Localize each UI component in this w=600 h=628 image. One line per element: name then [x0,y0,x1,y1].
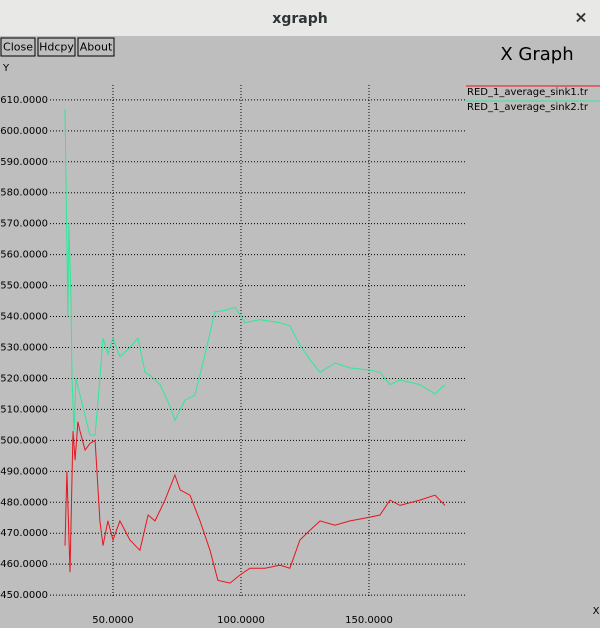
y-tick-label: 490.0000 [0,466,48,477]
legend-label: RED_1_average_sink2.tr [467,102,589,113]
close-icon[interactable]: × [574,8,587,27]
y-tick-label: 530.0000 [0,343,48,354]
legend-label: RED_1_average_sink1.tr [467,87,589,98]
title-bar [0,0,600,36]
y-tick-label: 570.0000 [0,219,48,230]
chart-title: X Graph [500,44,573,65]
y-tick-label: 470.0000 [0,528,48,539]
y-tick-label: 590.0000 [0,157,48,168]
button[interactable]: Hdcpy [37,37,76,57]
y-tick-label: 460.0000 [0,559,48,570]
button[interactable]: About [77,37,115,57]
x-axis-label: X [593,606,600,617]
y-tick-label: 500.0000 [0,435,48,446]
x-tick-label: 150.0000 [345,615,393,626]
button[interactable]: Close [0,37,36,57]
y-axis-label: Y [2,63,10,74]
y-tick-label: 560.0000 [0,250,48,261]
button-frame [37,37,76,57]
button-frame [0,37,36,57]
series-line [64,109,446,436]
y-tick-label: 600.0000 [0,126,48,137]
y-tick-label: 550.0000 [0,281,48,292]
button-label: Close [3,41,33,54]
y-tick-label: 450.0000 [0,590,48,601]
button-frame [77,37,115,57]
y-tick-label: 520.0000 [0,373,48,384]
y-tick-label: 510.0000 [0,404,48,415]
series-line [64,421,446,584]
y-tick-label: 540.0000 [0,312,48,323]
window-title: xgraph [272,11,327,27]
x-tick-label: 100.0000 [217,615,265,626]
button-label: Hdcpy [39,41,74,54]
button-label: About [80,41,113,54]
y-tick-label: 480.0000 [0,497,48,508]
y-tick-label: 580.0000 [0,188,48,199]
x-tick-label: 50.0000 [92,615,133,626]
y-tick-label: 610.0000 [0,95,48,106]
